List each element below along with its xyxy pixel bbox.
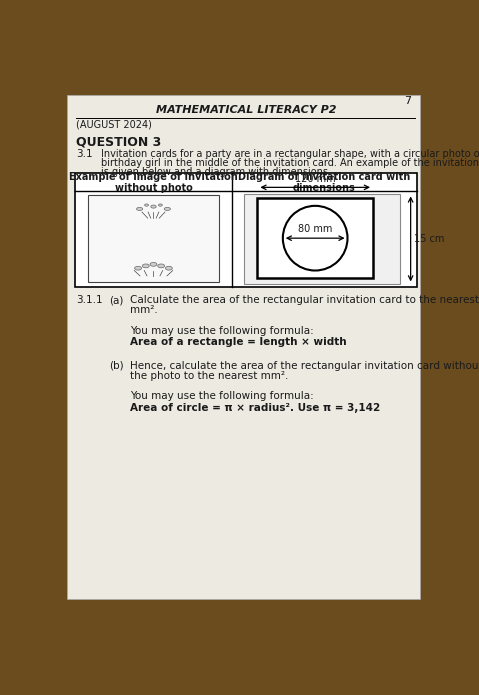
Text: 120 mm: 120 mm	[295, 174, 335, 183]
Bar	[61, 83, 430, 172]
Text: MATHEMATICAL LITERACY P2: MATHEMATICAL LITERACY P2	[156, 106, 336, 115]
Bar	[257, 198, 373, 278]
Text: Diagram of invitation card with
dimensions: Diagram of invitation card with dimensio…	[238, 172, 411, 193]
Ellipse shape	[145, 204, 148, 206]
Text: Area of a rectangle = length × width: Area of a rectangle = length × width	[130, 338, 347, 348]
Text: (b): (b)	[109, 361, 124, 370]
Text: birthday girl in the middle of the invitation card. An example of the invitation: birthday girl in the middle of the invit…	[101, 158, 479, 168]
Text: Example of image of invitation
without photo: Example of image of invitation without p…	[69, 172, 238, 193]
Ellipse shape	[165, 266, 172, 270]
Text: QUESTION 3: QUESTION 3	[77, 136, 162, 149]
Ellipse shape	[137, 207, 143, 211]
Ellipse shape	[142, 264, 149, 268]
Text: the photo to the nearest mm².: the photo to the nearest mm².	[130, 370, 289, 381]
Text: 3.1: 3.1	[77, 149, 93, 159]
Text: (a): (a)	[109, 295, 123, 305]
Ellipse shape	[150, 263, 157, 266]
Text: Hence, calculate the area of the rectangular invitation card without: Hence, calculate the area of the rectang…	[130, 361, 479, 370]
Text: Invitation cards for a party are in a rectangular shape, with a circular photo o: Invitation cards for a party are in a re…	[101, 149, 479, 159]
Ellipse shape	[159, 204, 162, 206]
Text: is given below and a diagram with dimensions.: is given below and a diagram with dimens…	[101, 167, 331, 177]
Bar	[75, 174, 417, 288]
Ellipse shape	[158, 264, 165, 268]
Text: (AUGUST 2024): (AUGUST 2024)	[77, 120, 152, 129]
Text: 3.1.1: 3.1.1	[77, 295, 103, 305]
Text: mm².: mm².	[130, 305, 158, 315]
Text: Calculate the area of the rectangular invitation card to the nearest: Calculate the area of the rectangular in…	[130, 295, 479, 305]
Ellipse shape	[135, 266, 141, 270]
Ellipse shape	[164, 207, 171, 211]
Bar	[88, 195, 219, 282]
Bar	[243, 193, 400, 284]
Text: 15 cm: 15 cm	[414, 234, 444, 244]
Text: 80 mm: 80 mm	[298, 224, 332, 234]
Circle shape	[283, 206, 347, 270]
Ellipse shape	[151, 205, 156, 208]
Text: You may use the following formula:: You may use the following formula:	[130, 326, 314, 336]
Text: 7: 7	[404, 96, 411, 106]
Text: You may use the following formula:: You may use the following formula:	[130, 391, 314, 402]
Text: Area of circle = π × radius². Use π = 3,142: Area of circle = π × radius². Use π = 3,…	[130, 403, 381, 413]
